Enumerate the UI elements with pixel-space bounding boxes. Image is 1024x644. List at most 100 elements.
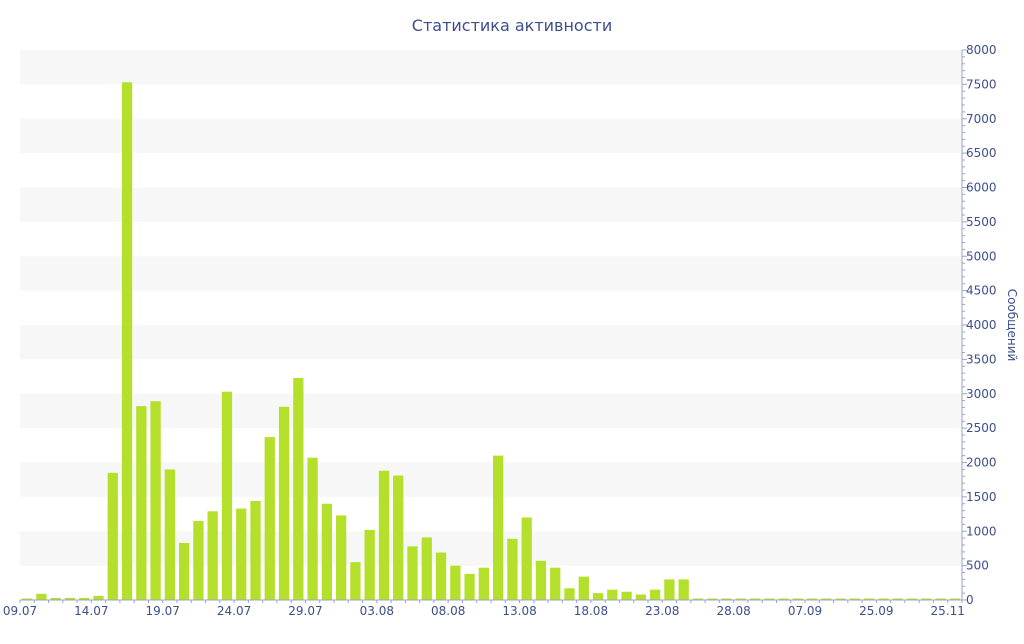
bar[interactable]	[450, 565, 461, 601]
bar[interactable]	[707, 598, 718, 601]
y-tick-label: 8000	[966, 43, 997, 57]
x-tick-label: 23.08	[645, 604, 679, 618]
x-tick-label: 29.07	[288, 604, 322, 618]
bar[interactable]	[564, 588, 575, 600]
bar[interactable]	[592, 593, 604, 601]
grid-band	[20, 325, 962, 360]
bar[interactable]	[50, 597, 61, 600]
bar[interactable]	[478, 567, 490, 600]
bar[interactable]	[935, 598, 946, 601]
bar[interactable]	[664, 579, 675, 601]
grid-band	[20, 187, 962, 222]
axes-group: 0 500 1000 1500 2000 2500 3000 3500 4000 4500 5000…	[3, 43, 997, 618]
bar[interactable]	[578, 576, 589, 601]
bar[interactable]	[635, 594, 647, 601]
bar[interactable]	[36, 593, 47, 600]
bar[interactable]	[721, 598, 732, 601]
y-tick-label: 3000	[966, 387, 997, 401]
y-tick-label: 5000	[966, 249, 997, 263]
bar[interactable]	[678, 579, 689, 601]
grid-band	[20, 531, 962, 566]
y-tick-label: 4000	[966, 318, 997, 332]
y-tick-label: 6500	[966, 146, 997, 160]
x-tick-label: 09.07	[3, 604, 37, 618]
bar[interactable]	[778, 598, 789, 601]
y-tick-label: 7500	[966, 77, 997, 91]
bar[interactable]	[764, 598, 775, 601]
y-tick-label: 2500	[966, 421, 997, 435]
bar[interactable]	[464, 573, 475, 601]
bar[interactable]	[521, 517, 532, 601]
bar[interactable]	[250, 501, 261, 600]
grid-band	[20, 50, 962, 85]
bar[interactable]	[393, 475, 404, 600]
bar[interactable]	[849, 598, 861, 601]
bar[interactable]	[507, 538, 518, 600]
bar[interactable]	[407, 546, 418, 601]
bar[interactable]	[435, 552, 447, 600]
y-tick-label: 0	[966, 593, 974, 607]
bar[interactable]	[864, 598, 875, 601]
bar[interactable]	[550, 567, 561, 600]
bar[interactable]	[264, 437, 275, 600]
bar[interactable]	[807, 598, 818, 601]
bar[interactable]	[236, 508, 247, 600]
x-tick-label: 19.07	[146, 604, 180, 618]
bar[interactable]	[892, 598, 903, 601]
bar[interactable]	[921, 598, 932, 601]
bar[interactable]	[792, 598, 804, 601]
bar[interactable]	[493, 455, 504, 601]
bar[interactable]	[193, 520, 204, 600]
bar[interactable]	[821, 598, 832, 601]
bar[interactable]	[535, 560, 547, 600]
bar[interactable]	[421, 537, 432, 600]
bar[interactable]	[350, 562, 361, 600]
x-tick-label: 28.08	[716, 604, 750, 618]
bar[interactable]	[878, 598, 889, 601]
bar[interactable]	[307, 457, 318, 600]
bar[interactable]	[293, 377, 304, 600]
y-tick-label: 2000	[966, 456, 997, 470]
bar[interactable]	[93, 595, 104, 601]
bar[interactable]	[378, 470, 390, 600]
bar[interactable]	[207, 511, 218, 600]
x-tick-label: 24.07	[217, 604, 251, 618]
bar[interactable]	[150, 401, 161, 600]
bar[interactable]	[364, 529, 375, 601]
bar[interactable]	[949, 598, 961, 601]
bar[interactable]	[692, 598, 704, 601]
y-tick-label: 3500	[966, 352, 997, 366]
grid-band	[20, 256, 962, 291]
bar[interactable]	[336, 515, 347, 600]
bar[interactable]	[735, 598, 746, 601]
y-tick-label: 7000	[966, 112, 997, 126]
bar[interactable]	[321, 503, 333, 600]
chart-title: Статистика активности	[412, 16, 612, 35]
bar[interactable]	[64, 597, 76, 600]
bar[interactable]	[121, 82, 133, 600]
grid-bands	[20, 50, 962, 566]
x-tick-label: 07.09	[788, 604, 822, 618]
bar[interactable]	[164, 469, 176, 601]
bar[interactable]	[749, 598, 761, 601]
bar[interactable]	[906, 598, 918, 601]
x-tick-label: 13.08	[502, 604, 536, 618]
bar[interactable]	[79, 597, 90, 600]
y-tick-label: 1000	[966, 524, 997, 538]
y-tick-label: 6000	[966, 181, 997, 195]
bar[interactable]	[607, 589, 618, 600]
bar[interactable]	[136, 406, 147, 601]
x-tick-label: 14.07	[74, 604, 108, 618]
bar[interactable]	[650, 589, 661, 600]
bar[interactable]	[107, 472, 118, 600]
bar[interactable]	[221, 391, 233, 600]
bar[interactable]	[179, 542, 190, 600]
grid-band	[20, 118, 962, 154]
bar[interactable]	[278, 406, 290, 600]
bar[interactable]	[22, 598, 33, 601]
bar[interactable]	[835, 598, 846, 601]
bar[interactable]	[621, 591, 632, 600]
x-tick-label: 18.08	[574, 604, 608, 618]
